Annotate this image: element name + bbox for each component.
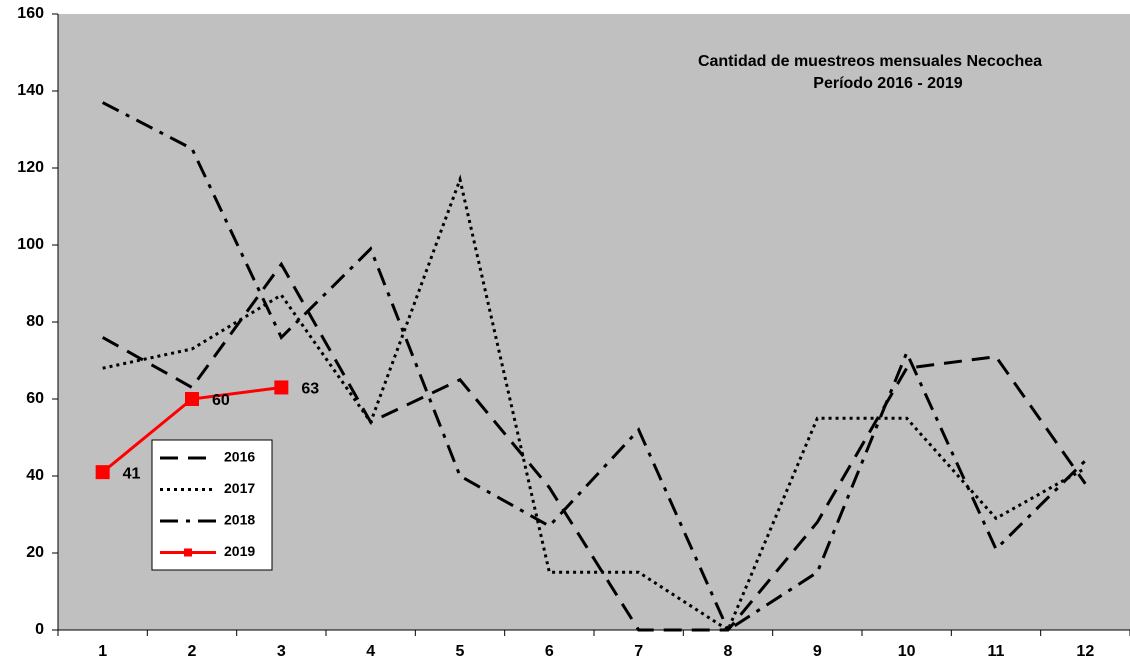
legend-marker [184, 548, 192, 557]
x-tick-label: 8 [724, 643, 733, 660]
x-tick-label: 4 [366, 643, 375, 660]
x-tick-label: 10 [898, 643, 916, 660]
x-tick-label: 11 [988, 643, 1005, 660]
y-tick-label: 120 [17, 159, 44, 176]
x-tick-label: 1 [98, 643, 107, 660]
legend-label: 2019 [224, 543, 255, 559]
legend-label: 2018 [224, 512, 255, 528]
y-tick-label: 40 [26, 467, 44, 484]
marker [185, 392, 199, 406]
y-tick-label: 20 [26, 544, 44, 561]
y-tick-label: 80 [26, 313, 44, 330]
series-line [102, 174, 1087, 633]
x-tick-label: 12 [1076, 643, 1094, 660]
chart-subtitle: Período 2016 - 2019 [813, 75, 963, 92]
legend-label: 2017 [224, 480, 255, 496]
data-label: 60 [212, 392, 230, 409]
data-label: 63 [301, 381, 319, 398]
marker [274, 380, 289, 395]
x-tick-label: 2 [188, 643, 197, 660]
legend-label: 2016 [224, 449, 255, 465]
y-tick-label: 0 [35, 621, 44, 638]
chart-title: Cantidad de muestreos mensuales Necochea [698, 53, 1042, 70]
data-label: 41 [123, 465, 141, 482]
marker [95, 465, 110, 480]
legend-box [151, 439, 273, 571]
x-tick-label: 5 [456, 643, 465, 660]
series-line [101, 261, 1087, 632]
y-tick-label: 160 [17, 5, 44, 22]
x-tick-label: 7 [634, 643, 643, 660]
series-line [101, 101, 1087, 633]
x-tick-label: 9 [813, 643, 822, 660]
x-tick-label: 3 [277, 643, 286, 660]
y-tick-label: 140 [17, 82, 44, 99]
y-tick-label: 60 [26, 390, 44, 407]
y-tick-label: 100 [17, 236, 44, 253]
x-tick-label: 6 [545, 643, 554, 660]
